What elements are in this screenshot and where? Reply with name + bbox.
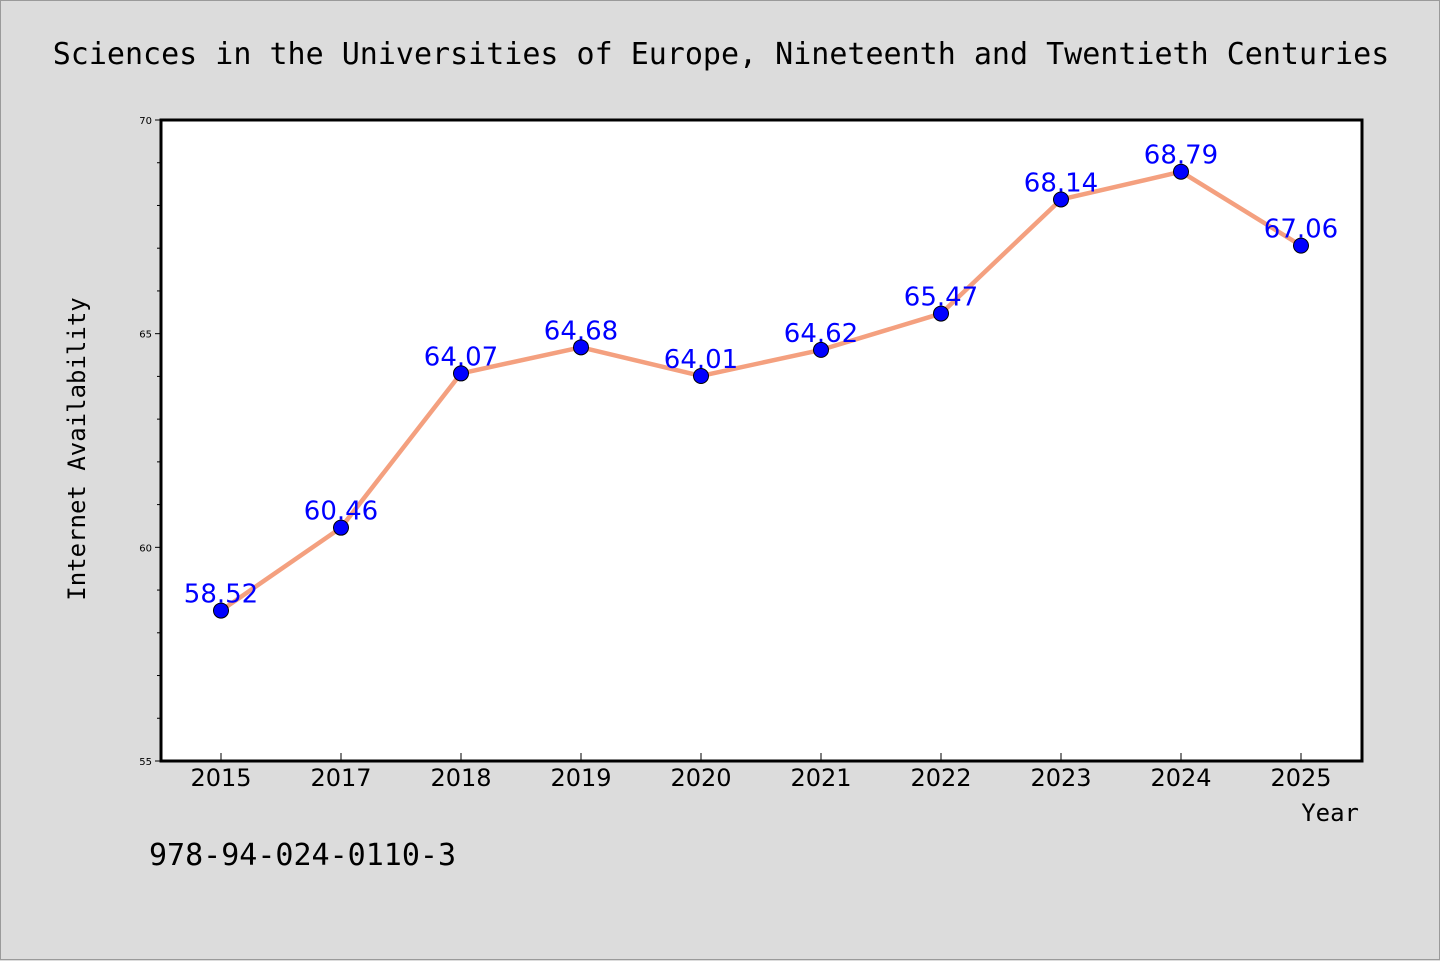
chart-title: Sciences in the Universities of Europe, … <box>53 37 1390 72</box>
x-tick-label: 2023 <box>1030 764 1091 792</box>
data-point-marker <box>333 519 349 536</box>
y-axis: 55 60 65 70 <box>139 116 161 768</box>
data-point-label: 58.52 <box>184 580 258 610</box>
data-point-marker <box>1173 163 1189 180</box>
x-tick-label: 2019 <box>550 764 611 792</box>
x-tick-label: 2024 <box>1150 764 1211 792</box>
data-point-marker <box>813 341 829 358</box>
data-point-marker <box>1053 191 1069 208</box>
data-point-label: 65.47 <box>904 283 978 313</box>
data-labels: 58.52 60.46 64.07 64.68 64.01 64.62 65.47 68.14… <box>184 141 1338 610</box>
series-markers <box>213 163 1309 619</box>
data-point-label: 67.06 <box>1264 215 1338 245</box>
x-axis: 2015 2017 2018 2019 2020 2021 2022 2023 2024 2025 <box>190 753 1332 792</box>
plot-area <box>161 120 1362 761</box>
data-point-marker <box>213 602 229 619</box>
plot-border <box>159 118 1364 763</box>
y-tick-label: 55 <box>139 757 152 768</box>
y-tick-label: 60 <box>139 543 152 554</box>
data-point-label: 64.68 <box>544 316 618 346</box>
isbn-text: 978-94-024-0110-3 <box>149 838 456 873</box>
y-tick-label: 70 <box>139 116 152 127</box>
data-point-label: 60.46 <box>304 497 378 527</box>
x-tick-label: 2021 <box>790 764 851 792</box>
x-axis-label: Year <box>1301 799 1359 827</box>
y-axis-label: Internet Availability <box>63 297 91 600</box>
x-tick-label: 2025 <box>1270 764 1331 792</box>
data-point-marker <box>693 367 709 384</box>
data-point-label: 68.79 <box>1144 141 1218 171</box>
x-tick-label: 2017 <box>310 764 371 792</box>
x-tick-label: 2022 <box>910 764 971 792</box>
data-point-label: 64.01 <box>664 345 738 375</box>
x-tick-label: 2018 <box>430 764 491 792</box>
data-point-marker <box>1293 237 1309 254</box>
data-point-marker <box>933 305 949 322</box>
data-point-label: 64.62 <box>784 319 858 349</box>
x-tick-label: 2015 <box>190 764 251 792</box>
series-line <box>218 169 1304 613</box>
data-point-label: 68.14 <box>1024 168 1098 198</box>
data-point-marker <box>453 365 469 382</box>
y-tick-label: 65 <box>139 330 152 341</box>
x-tick-label: 2020 <box>670 764 731 792</box>
data-point-marker <box>573 339 589 356</box>
data-point-label: 64.07 <box>424 342 498 372</box>
